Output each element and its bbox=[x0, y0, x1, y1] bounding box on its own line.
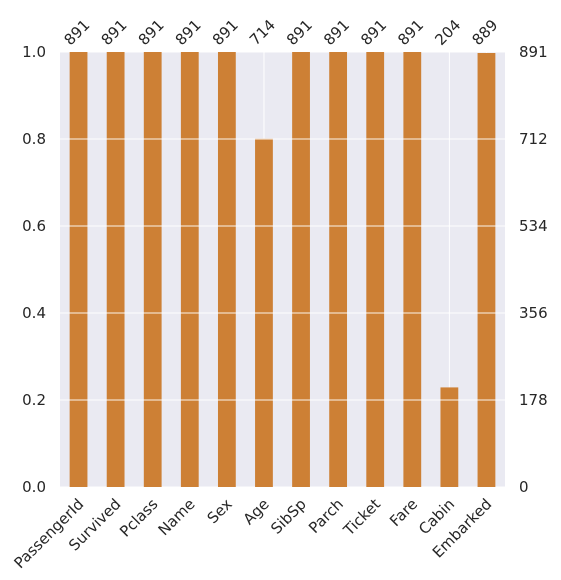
bar-count-label: 204 bbox=[431, 16, 464, 49]
plot-area bbox=[60, 51, 505, 488]
bar-passengerid bbox=[69, 52, 88, 487]
right-tick-label: 0 bbox=[519, 478, 529, 496]
category-label: Parch bbox=[305, 495, 347, 537]
left-tick-label: 1.0 bbox=[22, 43, 46, 61]
bar-sibsp bbox=[292, 52, 310, 487]
right-tick-label: 356 bbox=[519, 304, 548, 322]
bar-fare bbox=[403, 52, 422, 487]
bar-name bbox=[180, 52, 199, 487]
right-y-axis: 0 178 356 534 712 891 bbox=[519, 43, 548, 496]
bar-count-label: 891 bbox=[357, 16, 390, 49]
bar-count-label: 891 bbox=[283, 16, 316, 49]
bar-count-label: 891 bbox=[394, 16, 427, 49]
bar-cabin bbox=[440, 387, 459, 487]
category-label: Pclass bbox=[116, 495, 162, 541]
bar-count-label: 891 bbox=[135, 16, 168, 49]
bar-count-label: 714 bbox=[246, 16, 279, 49]
bar-count-label: 891 bbox=[61, 16, 94, 49]
right-tick-label: 178 bbox=[519, 391, 548, 409]
bar-embarked bbox=[477, 52, 496, 487]
bar-count-label: 891 bbox=[98, 16, 131, 49]
left-tick-label: 0.2 bbox=[22, 391, 46, 409]
left-y-axis: 0.0 0.2 0.4 0.6 0.8 1.0 bbox=[22, 43, 46, 496]
category-label: Name bbox=[155, 495, 199, 539]
bar-count-label: 891 bbox=[320, 16, 353, 49]
category-label: SibSp bbox=[267, 495, 310, 538]
left-tick-label: 0.6 bbox=[22, 217, 46, 235]
plot-background bbox=[60, 52, 505, 487]
bar-ticket bbox=[366, 52, 385, 487]
category-label: Ticket bbox=[339, 495, 384, 540]
bar-count-label: 891 bbox=[209, 16, 242, 49]
category-label: Sex bbox=[204, 495, 236, 527]
right-tick-label: 534 bbox=[519, 217, 548, 235]
bar-pclass bbox=[143, 52, 162, 487]
bar-count-label: 891 bbox=[172, 16, 205, 49]
left-tick-label: 0.8 bbox=[22, 130, 46, 148]
bar-parch bbox=[329, 52, 348, 487]
left-tick-label: 0.0 bbox=[22, 478, 46, 496]
bar-count-label: 889 bbox=[468, 16, 501, 49]
right-tick-label: 712 bbox=[519, 130, 548, 148]
right-tick-label: 891 bbox=[519, 43, 548, 61]
left-tick-label: 0.4 bbox=[22, 304, 46, 322]
bar-sex bbox=[217, 52, 236, 487]
bars-group bbox=[60, 52, 505, 488]
bar-survived bbox=[106, 52, 125, 487]
bar-count-labels: 891 891 891 891 891 714 891 891 891 891 204 889 bbox=[61, 16, 502, 49]
